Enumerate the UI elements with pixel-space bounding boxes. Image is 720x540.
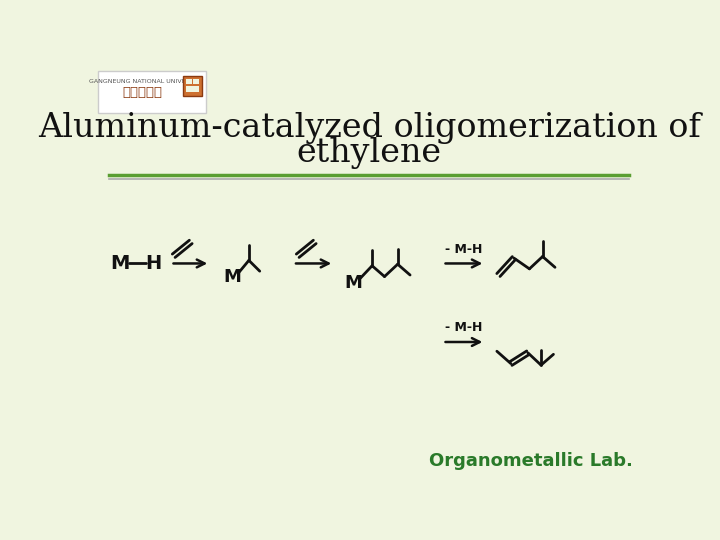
- Text: Aluminum-catalyzed oligomerization of: Aluminum-catalyzed oligomerization of: [37, 112, 701, 144]
- Bar: [183, 76, 202, 96]
- Text: M: M: [345, 274, 362, 292]
- Text: Organometallic Lab.: Organometallic Lab.: [428, 452, 632, 470]
- Text: - M-H: - M-H: [445, 321, 482, 334]
- Text: H: H: [145, 254, 162, 273]
- FancyBboxPatch shape: [98, 71, 206, 113]
- Text: M: M: [109, 254, 129, 273]
- Text: GANGNEUNG NATIONAL UNIVERSITY: GANGNEUNG NATIONAL UNIVERSITY: [89, 79, 203, 84]
- Bar: [193, 79, 199, 84]
- Bar: [186, 79, 192, 84]
- Bar: [186, 86, 199, 92]
- Text: - M-H: - M-H: [445, 243, 482, 256]
- Text: 강릅대학교: 강릅대학교: [122, 86, 163, 99]
- Text: ethylene: ethylene: [297, 137, 441, 170]
- Text: M: M: [223, 268, 240, 286]
